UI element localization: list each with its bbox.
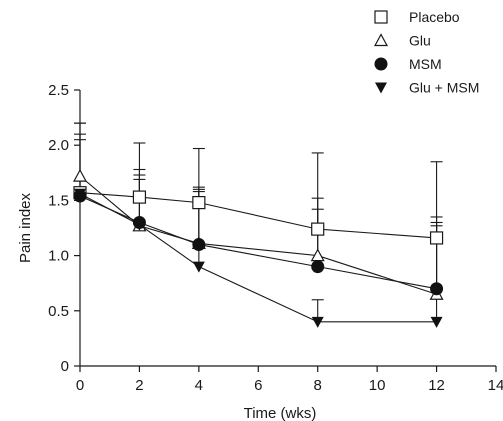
- x-tick-label: 14: [488, 377, 503, 394]
- legend-marker-glu-msm: [375, 82, 387, 94]
- y-axis-title: Pain index: [17, 192, 34, 263]
- data-point-placebo: [192, 196, 206, 210]
- data-point-glu-msm: [74, 188, 86, 200]
- x-tick-label: 6: [254, 377, 262, 394]
- legend-marker-msm: [374, 57, 388, 71]
- y-tick-label: 0: [61, 358, 69, 375]
- legend-label-glu-msm: Glu + MSM: [409, 80, 479, 96]
- x-tick-label: 8: [314, 377, 322, 394]
- data-point-glu-msm: [192, 261, 205, 273]
- y-tick-label: 1.5: [48, 192, 69, 209]
- x-tick-label: 2: [135, 377, 143, 394]
- y-tick-label: 0.5: [48, 303, 69, 320]
- data-point-glu-msm: [133, 219, 146, 231]
- data-point-placebo: [132, 190, 147, 204]
- x-tick-label: 10: [369, 377, 386, 394]
- legend-marker-placebo: [374, 10, 388, 24]
- data-point-msm: [311, 260, 325, 274]
- y-tick-label: 2.5: [48, 82, 69, 99]
- y-tick-label: 2.0: [48, 137, 69, 154]
- data-point-placebo: [311, 222, 325, 236]
- error-bars: [74, 122, 443, 322]
- data-point-glu: [72, 168, 88, 182]
- x-tick-label: 0: [76, 377, 84, 394]
- legend-marker-glu: [373, 33, 389, 47]
- series-line-msm: [79, 195, 437, 290]
- legend-label-placebo: Placebo: [409, 9, 460, 25]
- y-tick-label: 1.0: [48, 248, 69, 265]
- series-markers: [72, 168, 444, 328]
- series-line-glu-msm: [79, 193, 437, 323]
- data-point-msm: [192, 238, 206, 252]
- data-point-glu-msm: [430, 316, 443, 328]
- legend: Placebo Glu MSM Glu + MSM: [373, 9, 479, 96]
- legend-label-msm: MSM: [409, 56, 442, 72]
- series-layer: [72, 122, 444, 328]
- data-point-glu-msm: [311, 316, 324, 328]
- x-axis-title: Time (wks): [244, 405, 317, 421]
- axes: 0 0.5 1.0 1.5 2.0 2.5 0 2 4 6 8 10 12 14: [48, 82, 503, 394]
- data-point-placebo: [429, 231, 444, 245]
- x-tick-label: 4: [195, 377, 203, 394]
- data-point-msm: [430, 282, 444, 296]
- legend-label-glu: Glu: [409, 33, 431, 49]
- x-tick-label: 12: [428, 377, 445, 394]
